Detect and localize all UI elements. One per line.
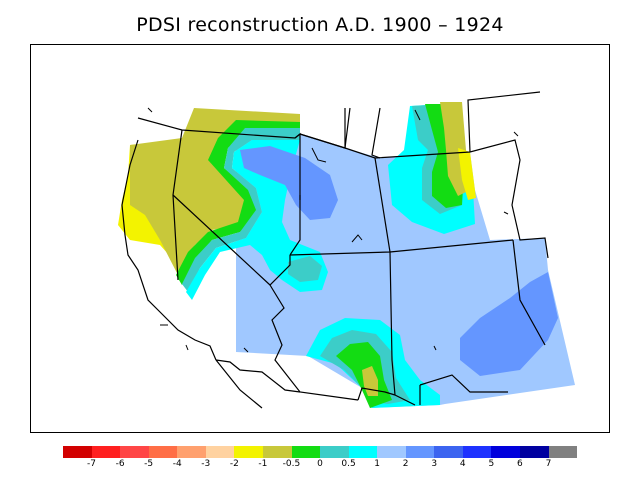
legend-swatch <box>91 446 121 458</box>
map-frame <box>30 44 610 433</box>
pdsi-region-olive-west <box>130 108 300 275</box>
coastline-features <box>147 107 519 353</box>
legend-swatch <box>348 446 378 458</box>
color-legend <box>63 446 578 458</box>
legend-swatch <box>548 446 578 458</box>
legend-swatch <box>462 446 492 458</box>
legend-label: 0 <box>317 459 323 469</box>
legend-swatch <box>320 446 349 458</box>
pdsi-region-mid-blue-north <box>240 146 338 220</box>
legend-swatch <box>377 446 406 458</box>
legend-label: -1 <box>258 459 268 469</box>
legend-label: -5 <box>144 459 154 469</box>
legend-label: 1 <box>374 459 380 469</box>
legend-label: 0.5 <box>341 459 356 469</box>
pdsi-region-yellow-northeast <box>458 148 476 200</box>
pdsi-region-mid-blue-east <box>460 272 558 376</box>
legend-label: 4 <box>459 459 466 469</box>
legend-swatch <box>405 446 435 458</box>
legend-swatch <box>520 446 549 458</box>
legend-swatch <box>491 446 520 458</box>
legend-label: -3 <box>201 459 211 469</box>
legend-swatch <box>262 446 292 458</box>
legend-label: 2 <box>402 459 409 469</box>
legend-label: -2 <box>229 459 239 469</box>
legend-label: 3 <box>431 459 438 469</box>
legend-swatch <box>291 446 321 458</box>
legend-label: 5 <box>488 459 495 469</box>
legend-label: -7 <box>87 459 97 469</box>
legend-label: 7 <box>545 459 552 469</box>
pdsi-region-green-west <box>176 120 300 285</box>
legend-swatch <box>205 446 235 458</box>
legend-label: -4 <box>172 459 182 469</box>
map-title: PDSI reconstruction A.D. 1900 – 1924 <box>136 14 504 36</box>
pdsi-region-teal-center <box>288 256 322 282</box>
legend-swatch <box>63 446 92 458</box>
pdsi-region-cyan-west <box>186 140 328 300</box>
state-boundaries <box>121 91 549 409</box>
legend-swatch <box>148 446 178 458</box>
pdsi-region-teal-west <box>182 128 300 292</box>
legend-swatch <box>120 446 149 458</box>
legend-label: 6 <box>517 459 523 469</box>
legend-swatch <box>434 446 463 458</box>
legend-labels: -7 -6 -5 -4 -3 -2 -1 -0.5 0 0.5 1 2 3 4 5 6 7 <box>0 459 640 473</box>
legend-swatch <box>234 446 263 458</box>
legend-swatch <box>177 446 206 458</box>
legend-label: -6 <box>115 459 125 469</box>
legend-label: -0.5 <box>282 459 301 469</box>
